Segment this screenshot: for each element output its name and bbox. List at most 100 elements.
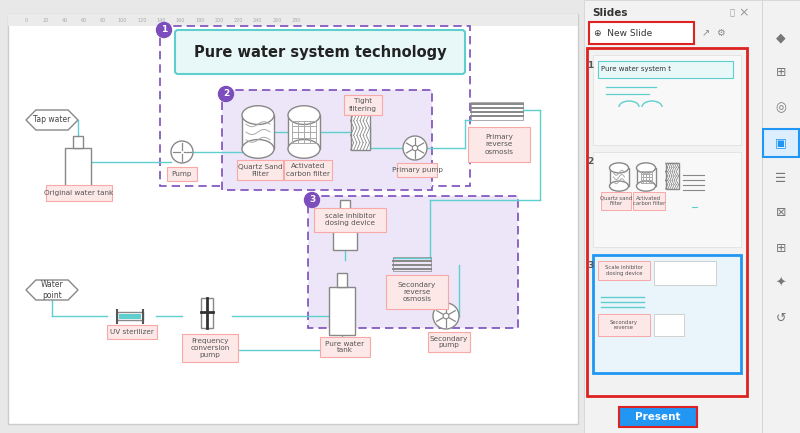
Text: Secondary
reverse
osmosis: Secondary reverse osmosis <box>398 282 436 302</box>
Bar <box>288 115 320 149</box>
Text: ⊠: ⊠ <box>776 207 786 220</box>
Bar <box>314 208 386 232</box>
Text: 📌: 📌 <box>730 9 734 17</box>
Text: Activated
carbon filter: Activated carbon filter <box>633 196 665 207</box>
Bar <box>637 168 655 186</box>
Text: 0: 0 <box>25 17 27 23</box>
Text: Water
point: Water point <box>41 280 63 300</box>
Text: ▣: ▣ <box>775 136 787 149</box>
Bar <box>763 129 799 157</box>
Text: ✦: ✦ <box>776 277 786 290</box>
Bar <box>341 200 350 211</box>
Bar <box>284 160 332 180</box>
Bar <box>610 168 629 186</box>
Text: Pure water
tank: Pure water tank <box>326 340 365 353</box>
Bar <box>584 0 762 433</box>
Text: ⊞: ⊞ <box>776 242 786 255</box>
Circle shape <box>403 136 427 160</box>
Bar <box>397 163 437 177</box>
Text: scale inhibitor
dosing device: scale inhibitor dosing device <box>325 213 375 226</box>
Text: Pure water system t: Pure water system t <box>601 67 671 72</box>
Ellipse shape <box>610 163 629 173</box>
Text: Scale inhibitor
dosing device: Scale inhibitor dosing device <box>605 265 643 276</box>
Text: ↺: ↺ <box>776 311 786 324</box>
Bar <box>762 0 800 433</box>
Text: Frequency
conversion
pump: Frequency conversion pump <box>190 338 230 358</box>
Text: Secondary
pump: Secondary pump <box>430 336 468 349</box>
Circle shape <box>218 87 234 101</box>
Bar <box>333 211 357 250</box>
Bar <box>393 257 431 271</box>
Bar <box>119 313 141 319</box>
Text: Activated
carbon filter: Activated carbon filter <box>286 164 330 177</box>
Text: 3: 3 <box>587 261 594 269</box>
Text: 180: 180 <box>195 17 204 23</box>
Bar <box>654 314 684 336</box>
Text: 280: 280 <box>291 17 301 23</box>
Text: 20: 20 <box>42 17 49 23</box>
Circle shape <box>443 313 449 319</box>
Bar <box>593 55 741 145</box>
Bar <box>237 160 283 180</box>
Text: 120: 120 <box>137 17 146 23</box>
Bar <box>344 95 382 115</box>
Bar <box>8 14 578 424</box>
Text: Quartz Sand
Filter: Quartz Sand Filter <box>238 164 282 177</box>
Text: Tap water: Tap water <box>34 116 70 125</box>
Bar <box>633 192 665 210</box>
Text: 220: 220 <box>234 17 243 23</box>
Text: 100: 100 <box>118 17 127 23</box>
Bar <box>598 261 650 280</box>
Text: Present: Present <box>635 412 681 422</box>
Ellipse shape <box>637 163 655 173</box>
Text: 3: 3 <box>309 196 315 204</box>
Bar <box>654 261 716 285</box>
Circle shape <box>157 23 171 38</box>
Bar <box>308 196 518 328</box>
Ellipse shape <box>610 181 629 191</box>
Bar <box>587 48 747 396</box>
Text: 200: 200 <box>214 17 224 23</box>
Bar <box>386 275 448 309</box>
Bar <box>350 106 370 150</box>
Text: 240: 240 <box>253 17 262 23</box>
Bar <box>320 337 370 357</box>
Bar <box>182 334 238 362</box>
Text: 1: 1 <box>587 61 594 70</box>
Text: ◎: ◎ <box>775 101 786 114</box>
Bar <box>598 314 650 336</box>
Text: Tight
filtering: Tight filtering <box>349 98 377 112</box>
Ellipse shape <box>242 139 274 158</box>
Text: Primary
reverse
osmosis: Primary reverse osmosis <box>485 135 514 155</box>
Text: 1: 1 <box>161 26 167 35</box>
Bar <box>589 22 694 44</box>
Bar <box>117 312 143 320</box>
Bar <box>222 90 432 190</box>
Text: 40: 40 <box>62 17 68 23</box>
Circle shape <box>305 193 319 207</box>
Text: 260: 260 <box>272 17 282 23</box>
Text: 80: 80 <box>100 17 106 23</box>
Bar <box>73 136 83 148</box>
Bar <box>666 163 678 189</box>
Text: Secondary
reverse: Secondary reverse <box>610 320 638 330</box>
Polygon shape <box>26 110 78 130</box>
Bar <box>468 127 530 162</box>
Text: ↗: ↗ <box>702 28 710 38</box>
Text: 140: 140 <box>157 17 166 23</box>
Polygon shape <box>26 280 78 300</box>
Ellipse shape <box>288 106 320 124</box>
Text: 2: 2 <box>587 158 594 167</box>
Text: ×: × <box>738 6 750 19</box>
Bar <box>471 102 523 120</box>
Text: 160: 160 <box>176 17 185 23</box>
Text: ⚙: ⚙ <box>716 28 724 38</box>
Ellipse shape <box>242 106 274 124</box>
Text: Slides: Slides <box>592 8 627 18</box>
Text: ⊞: ⊞ <box>776 67 786 80</box>
Bar <box>107 325 157 339</box>
Circle shape <box>433 303 459 329</box>
Bar <box>329 287 355 335</box>
Bar <box>160 26 470 186</box>
Bar <box>428 332 470 352</box>
